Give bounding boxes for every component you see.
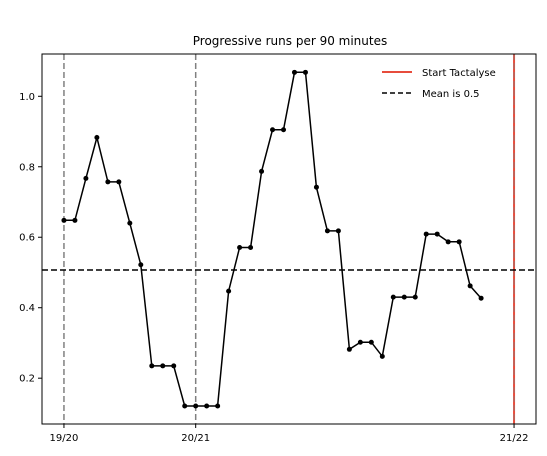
data-point (182, 403, 188, 409)
data-point (324, 228, 330, 234)
data-point (94, 135, 100, 141)
data-point (423, 231, 429, 237)
data-point (226, 288, 232, 294)
data-point (215, 403, 221, 409)
data-point (346, 346, 352, 352)
data-point (259, 168, 265, 174)
data-point (193, 403, 199, 409)
data-point (456, 239, 462, 245)
data-point (237, 244, 243, 250)
y-tick-label: 0.2 (19, 374, 35, 385)
data-point (281, 127, 287, 133)
data-point (270, 127, 276, 133)
axes: 0.2 0.4 0.6 0.8 1.0 19/20 20/21 21/22 (19, 53, 537, 444)
data-point (313, 184, 319, 190)
chart-title: Progressive runs per 90 minutes (193, 34, 387, 48)
y-tick-label: 0.4 (19, 303, 35, 314)
data-point (248, 244, 254, 250)
y-tick-label: 0.8 (19, 162, 35, 173)
data-point (160, 363, 166, 369)
data-point (116, 179, 122, 185)
legend: Start Tactalyse Mean is 0.5 (382, 68, 496, 100)
data-point (467, 283, 473, 289)
data-point (61, 217, 67, 223)
data-point (445, 239, 451, 245)
data-point (412, 294, 418, 300)
data-point (72, 217, 78, 223)
x-tick-label: 19/20 (50, 433, 79, 444)
data-point (138, 262, 144, 268)
data-point (478, 295, 484, 301)
data-point (83, 175, 89, 181)
data-point (379, 353, 385, 359)
data-point (105, 179, 111, 185)
data-point (434, 231, 440, 237)
legend-start-label: Start Tactalyse (422, 68, 496, 79)
data-point (149, 363, 155, 369)
data-point (335, 228, 341, 234)
legend-mean-label: Mean is 0.5 (422, 89, 480, 100)
data-point (302, 69, 308, 75)
data-point (390, 294, 396, 300)
x-tick-label: 21/22 (500, 433, 529, 444)
data-point (357, 339, 363, 345)
data-point (127, 220, 133, 226)
data-point (171, 363, 177, 369)
y-tick-label: 1.0 (19, 92, 35, 103)
x-tick-label: 20/21 (181, 433, 210, 444)
data-point (204, 403, 210, 409)
y-tick-label: 0.6 (19, 233, 35, 244)
series-line (64, 71, 482, 407)
plot-area (42, 54, 536, 424)
data-point (401, 294, 407, 300)
data-point (368, 339, 374, 345)
data-point (291, 69, 297, 75)
plot-frame (41, 53, 537, 425)
